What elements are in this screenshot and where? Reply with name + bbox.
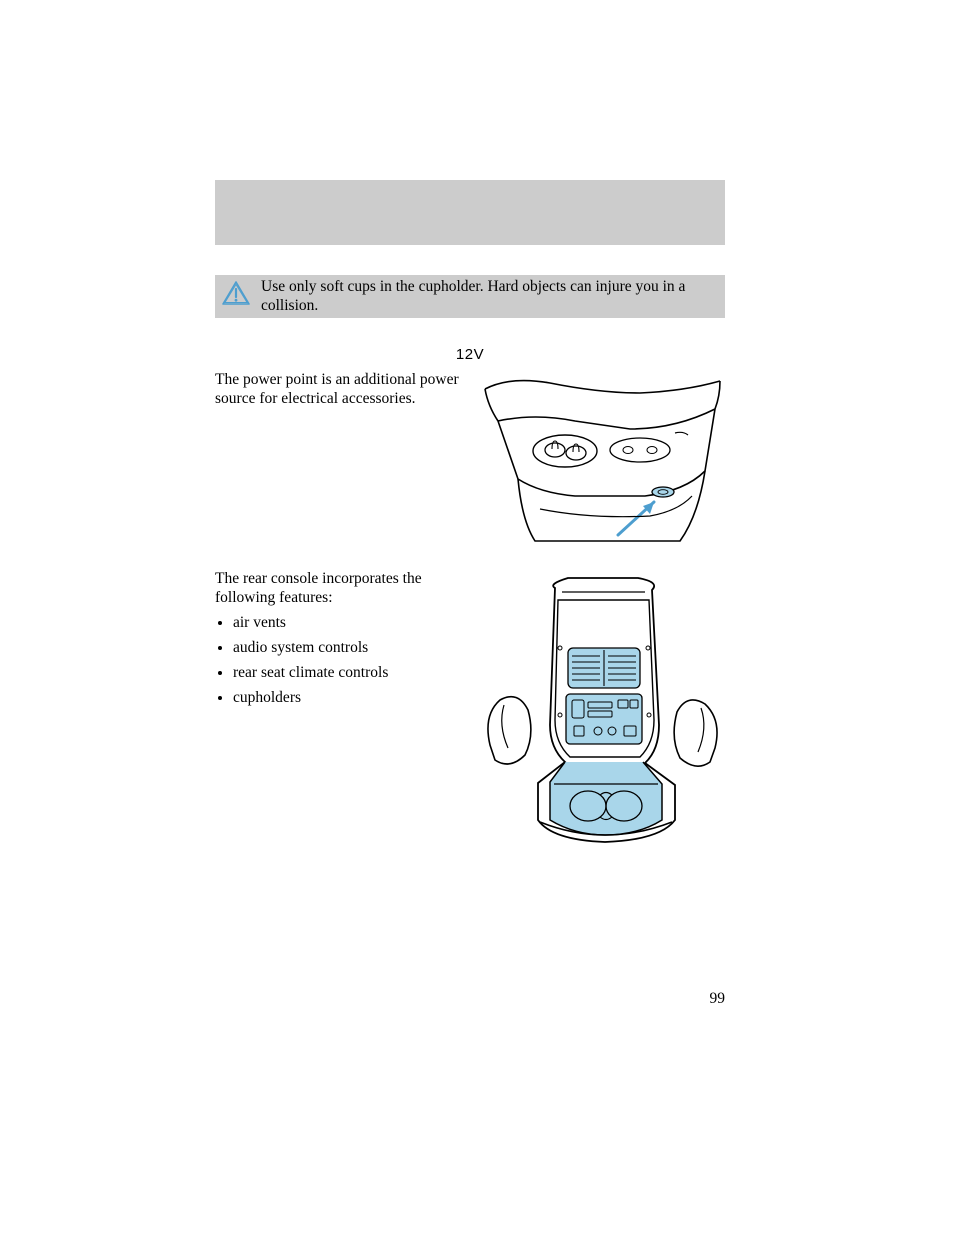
section1-body: The power point is an additional power s… xyxy=(215,371,462,409)
section2-intro: The rear console incorporates the follow… xyxy=(215,570,462,608)
warning-callout: Use only soft cups in the cupholder. Har… xyxy=(215,275,725,318)
figure-rear-console xyxy=(480,570,725,850)
header-bar xyxy=(215,180,725,245)
page-number: 99 xyxy=(710,990,726,1008)
list-item: cupholders xyxy=(233,689,462,708)
feature-list: air vents audio system controls rear sea… xyxy=(233,614,462,708)
warning-text: Use only soft cups in the cupholder. Har… xyxy=(261,278,719,315)
list-item: rear seat climate controls xyxy=(233,664,462,683)
figure-power-point xyxy=(480,371,725,546)
list-item: air vents xyxy=(233,614,462,633)
section-title-12v: 12V xyxy=(215,346,725,363)
warning-triangle-icon xyxy=(221,280,251,311)
list-item: audio system controls xyxy=(233,639,462,658)
